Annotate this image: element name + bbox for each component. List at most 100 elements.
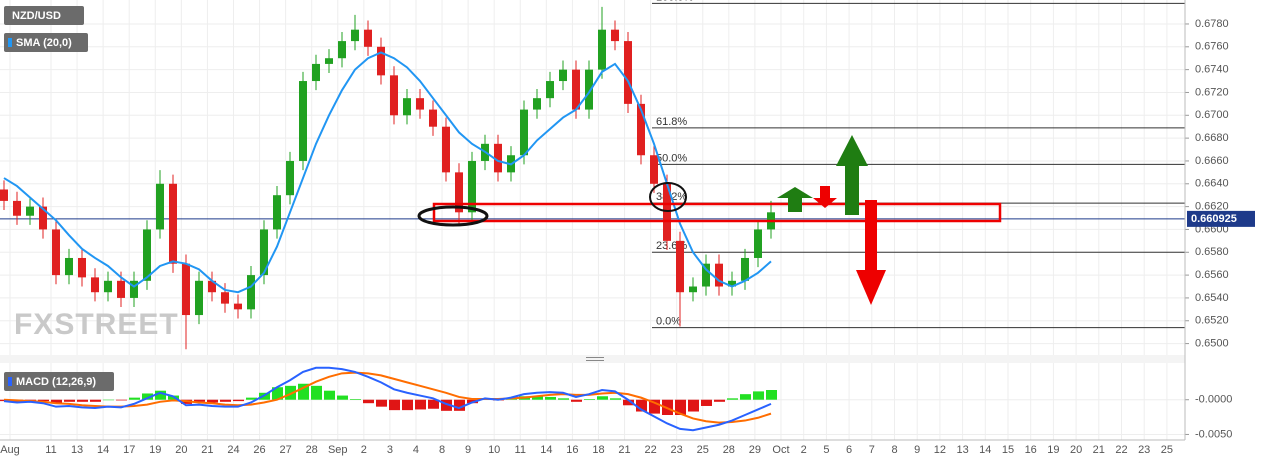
x-tick-label: 27	[280, 444, 292, 456]
candle-body	[754, 229, 762, 258]
candle-body	[117, 280, 125, 298]
macd-histogram-bar	[311, 385, 322, 400]
macd-histogram-bar	[441, 399, 452, 411]
x-tick-label: 12	[934, 444, 946, 456]
signal-line	[3, 371, 772, 424]
macd-histogram-bar	[766, 390, 777, 400]
macd-histogram-bar	[558, 398, 569, 400]
macd-histogram-bar	[623, 399, 634, 406]
sma-swatch	[8, 38, 12, 47]
x-tick-label: 14	[979, 444, 991, 456]
candle-body	[221, 292, 229, 304]
x-tick-label: 17	[123, 444, 135, 456]
marks: 100.0%61.8%50.0%38.2%23.6%0.0%0.660925	[0, 0, 1255, 432]
y-tick-label: 0.6740	[1195, 64, 1229, 76]
up-arrow	[777, 187, 813, 212]
candle-body	[611, 29, 619, 42]
y-tick-label: 0.6620	[1195, 201, 1229, 213]
candle-body	[559, 69, 567, 82]
candle-body	[741, 257, 749, 281]
x-tick-label: 9	[914, 444, 920, 456]
highlight-ellipse	[417, 205, 489, 227]
macd-histogram-bar	[454, 399, 465, 411]
candle-body	[260, 229, 268, 276]
candle-body	[299, 81, 307, 161]
down-arrow	[856, 200, 886, 305]
x-tick-label: 23	[671, 444, 683, 456]
candle-body	[455, 172, 463, 213]
macd-histogram-bar	[363, 399, 374, 404]
candle-body	[195, 280, 203, 316]
candle-body	[286, 160, 294, 196]
x-tick-label: 14	[97, 444, 109, 456]
candle-body	[0, 189, 8, 201]
candle-body	[624, 41, 632, 104]
panel-separator[interactable]	[0, 355, 1185, 363]
x-tick-label: 22	[644, 444, 656, 456]
macd-histogram-bar	[714, 399, 725, 402]
y-tick-label: 0.6660	[1195, 155, 1229, 167]
candle-body	[182, 263, 190, 316]
macd-histogram-bar	[584, 399, 595, 400]
x-tick-label: 5	[823, 444, 829, 456]
x-tick-label: 21	[201, 444, 213, 456]
up-arrow	[836, 135, 868, 215]
last-price-label: 0.660925	[1191, 213, 1237, 225]
candle-body	[364, 29, 372, 47]
candle-body	[728, 280, 736, 287]
macd-legend-label: MACD (12,26,9)	[16, 376, 96, 388]
x-tick-label: 16	[1025, 444, 1037, 456]
candle-body	[325, 58, 333, 64]
macd-tick-label: -0.0050	[1195, 428, 1232, 440]
candle-body	[689, 286, 697, 293]
macd-histogram-bar	[636, 399, 647, 412]
macd-histogram-bar	[727, 398, 738, 400]
macd-histogram-bar	[233, 399, 244, 402]
macd-histogram-bar	[25, 399, 36, 401]
y-tick-label: 0.6700	[1195, 109, 1229, 121]
macd-histogram-bar	[90, 399, 101, 402]
sma-legend-box[interactable]	[4, 33, 88, 52]
x-tick-label: 4	[413, 444, 419, 456]
x-tick-label: 21	[618, 444, 630, 456]
x-tick-label: 6	[846, 444, 852, 456]
macd-histogram-bar	[350, 399, 361, 400]
symbol-box[interactable]	[4, 6, 84, 25]
candle-body	[494, 143, 502, 173]
macd-histogram-bar	[649, 399, 660, 414]
x-tick-label: 21	[1093, 444, 1105, 456]
macd-histogram-bar	[428, 399, 439, 409]
candle-body	[78, 257, 86, 278]
macd-histogram-bar	[688, 399, 699, 412]
macd-histogram-bar	[389, 399, 400, 411]
macd-histogram-bar	[77, 399, 88, 402]
macd-histogram-bar	[272, 387, 283, 400]
candle-body	[546, 81, 554, 99]
support-zone	[432, 202, 1002, 223]
x-tick-label: 25	[697, 444, 709, 456]
macd-histogram-bar	[220, 399, 231, 402]
candle-body	[715, 263, 723, 287]
macd-histogram-bar	[285, 385, 296, 400]
macd-histogram-bar	[246, 397, 257, 400]
macd-histogram-bar	[103, 399, 114, 401]
fib-label: 61.8%	[656, 116, 687, 128]
x-tick-label: 25	[1161, 444, 1173, 456]
sma-line	[3, 51, 772, 294]
macd-histogram-bar	[415, 399, 426, 410]
macd-histogram-bar	[298, 383, 309, 400]
macd-histogram-bar	[571, 399, 582, 402]
candle-body	[403, 98, 411, 116]
candle-body	[429, 109, 437, 127]
macd-legend-box[interactable]	[4, 372, 114, 391]
fib-label: 0.0%	[656, 316, 681, 328]
candle-body	[377, 46, 385, 76]
x-tick-label: 22	[1115, 444, 1127, 456]
candle-body	[65, 257, 73, 276]
macd-histogram-bar	[597, 396, 608, 400]
macd-histogram-bar	[337, 395, 348, 400]
macd-histogram-bar	[610, 398, 621, 400]
x-tick-label: 19	[1047, 444, 1059, 456]
